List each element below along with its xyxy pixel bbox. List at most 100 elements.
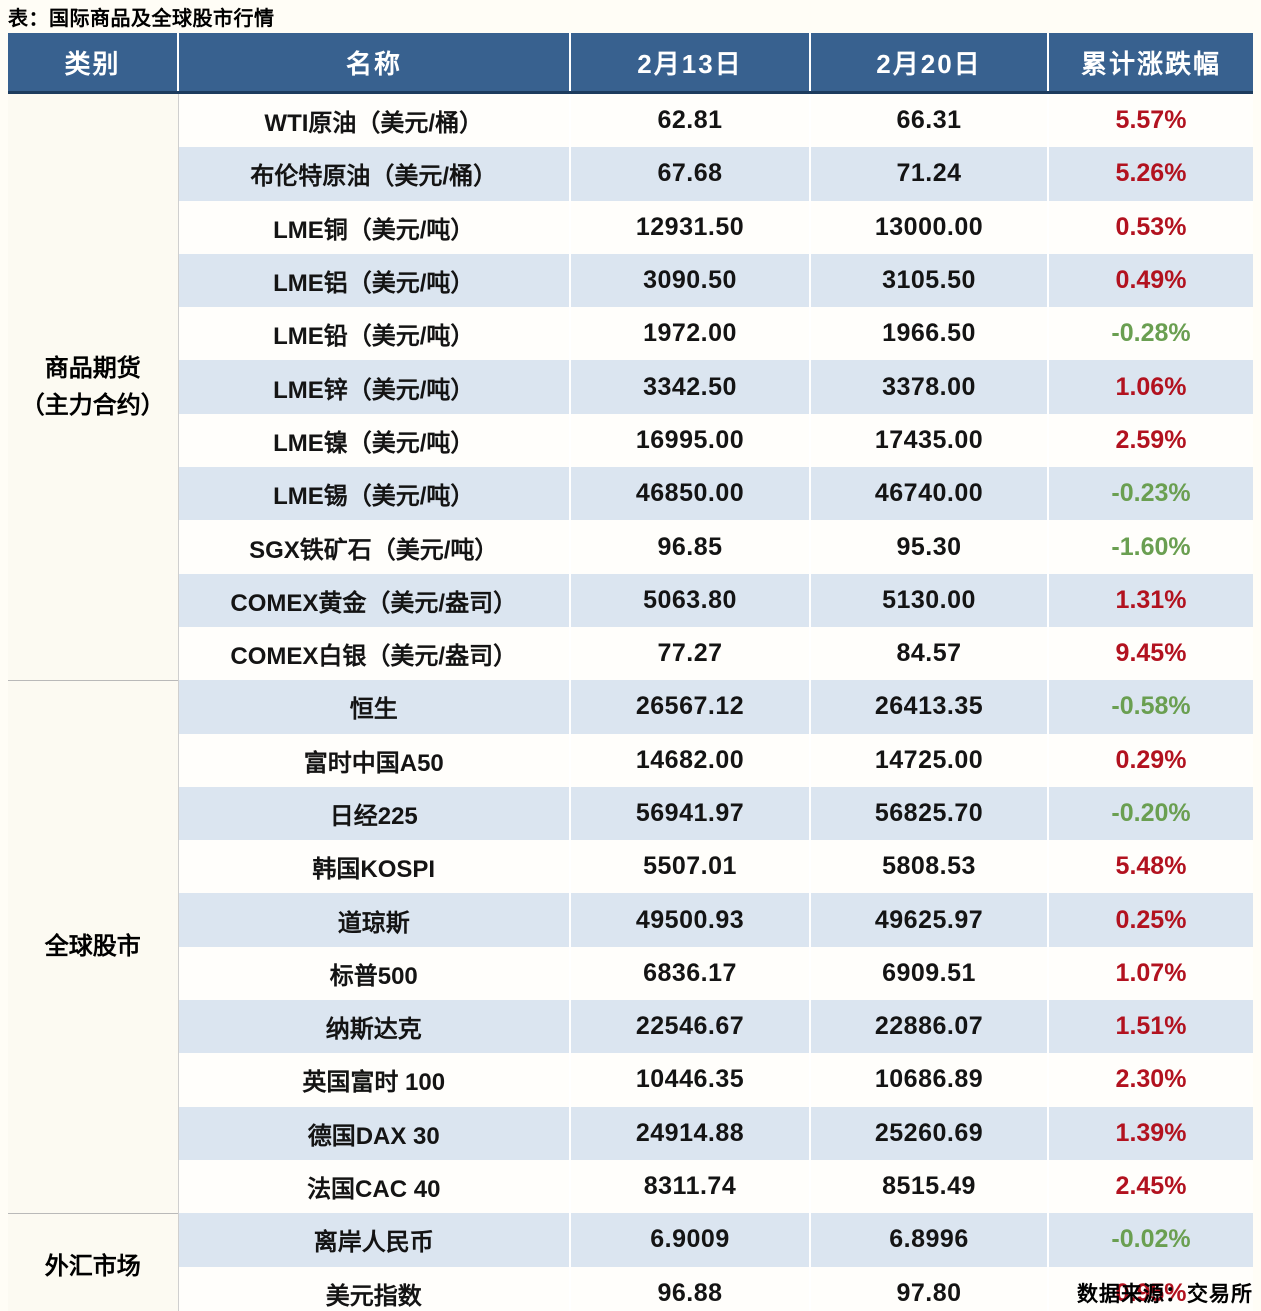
feb13-value-cell: 62.81 [569,92,810,148]
feb20-value-cell: 84.57 [809,626,1048,681]
figure-title: 表：国际商品及全球股市行情 [8,8,275,30]
feb20-value-cell: 6909.51 [809,946,1048,1001]
header-name: 名称 [177,33,570,93]
category-cell: 商品期货 （主力合约） [8,92,178,681]
table-row: COMEX白银（美元/盎司） 77.27 84.57 9.45% [8,626,1253,681]
table-row: 德国DAX 30 24914.88 25260.69 1.39% [8,1106,1253,1160]
feb20-value-cell: 10686.89 [809,1053,1048,1107]
feb13-value-cell: 24914.88 [569,1106,810,1160]
name-cell: 恒生 [177,680,570,734]
feb20-value-cell: 25260.69 [809,1106,1048,1160]
change-percent-cell: -0.23% [1047,467,1253,521]
header-feb20: 2月20日 [809,33,1048,93]
table-row: LME铅（美元/吨） 1972.00 1966.50 -0.28% [8,307,1253,361]
header-category: 类别 [8,33,178,93]
table-row: 英国富时 100 10446.35 10686.89 2.30% [8,1053,1253,1107]
name-cell: 布伦特原油（美元/桶） [177,147,570,201]
feb20-value-cell: 13000.00 [809,200,1048,254]
header-feb13: 2月13日 [569,33,810,93]
feb13-value-cell: 77.27 [569,626,810,681]
table-row: 全球股市 恒生 26567.12 26413.35 -0.58% [8,679,1253,1214]
feb20-value-cell: 3105.50 [809,253,1048,308]
change-percent-cell: 0.29% [1047,733,1253,787]
feb20-value-cell: 1966.50 [809,307,1048,361]
name-cell: 德国DAX 30 [177,1106,570,1160]
name-cell: LME铅（美元/吨） [177,307,570,361]
change-percent-cell: 1.39% [1047,1106,1253,1160]
change-percent-cell: 9.45% [1047,626,1253,681]
name-cell: 美元指数 [177,1266,570,1311]
change-percent-cell: 1.31% [1047,573,1253,627]
table-header: 类别 名称 2月13日 2月20日 累计涨跌幅 [8,33,1253,93]
name-cell: 富时中国A50 [177,733,570,787]
feb20-value-cell: 22886.07 [809,1000,1048,1054]
name-cell: COMEX白银（美元/盎司） [177,626,570,681]
table-row: 韩国KOSPI 5507.01 5808.53 5.48% [8,840,1253,894]
feb20-value-cell: 14725.00 [809,733,1048,787]
feb13-value-cell: 10446.35 [569,1053,810,1107]
feb13-value-cell: 6.9009 [569,1213,810,1267]
name-cell: 道琼斯 [177,893,570,947]
name-cell: 纳斯达克 [177,1000,570,1054]
name-cell: SGX铁矿石（美元/吨） [177,520,570,574]
name-cell: LME铜（美元/吨） [177,200,570,254]
change-percent-cell: 1.51% [1047,1000,1253,1054]
name-cell: 标普500 [177,946,570,1001]
change-percent-cell: 0.53% [1047,200,1253,254]
feb13-value-cell: 3342.50 [569,360,810,414]
table-row: LME锌（美元/吨） 3342.50 3378.00 1.06% [8,360,1253,414]
feb20-value-cell: 56825.70 [809,786,1048,841]
change-percent-cell: 0.49% [1047,253,1253,308]
feb13-value-cell: 6836.17 [569,946,810,1001]
feb13-value-cell: 49500.93 [569,893,810,947]
feb13-value-cell: 5063.80 [569,573,810,627]
table-row: 标普500 6836.17 6909.51 1.07% [8,946,1253,1001]
name-cell: 英国富时 100 [177,1053,570,1107]
header-row: 类别 名称 2月13日 2月20日 累计涨跌幅 [8,33,1253,93]
feb20-value-cell: 97.80 [809,1266,1048,1311]
name-cell: WTI原油（美元/桶） [177,92,570,148]
table-row: 日经225 56941.97 56825.70 -0.20% [8,786,1253,841]
feb13-value-cell: 67.68 [569,147,810,201]
feb20-value-cell: 8515.49 [809,1159,1048,1214]
table-row: COMEX黄金（美元/盎司） 5063.80 5130.00 1.31% [8,573,1253,627]
feb20-value-cell: 17435.00 [809,413,1048,468]
change-percent-cell: 5.48% [1047,840,1253,894]
feb20-value-cell: 46740.00 [809,467,1048,521]
table-row: LME镍（美元/吨） 16995.00 17435.00 2.59% [8,413,1253,468]
feb20-value-cell: 49625.97 [809,893,1048,947]
change-percent-cell: 2.30% [1047,1053,1253,1107]
table-row: 外汇市场 离岸人民币 6.9009 6.8996 -0.02% [8,1212,1253,1311]
feb13-value-cell: 96.88 [569,1266,810,1311]
feb20-value-cell: 6.8996 [809,1213,1048,1267]
feb20-value-cell: 66.31 [809,92,1048,148]
name-cell: COMEX黄金（美元/盎司） [177,573,570,627]
change-percent-cell: 5.26% [1047,147,1253,201]
name-cell: LME锡（美元/吨） [177,467,570,521]
feb20-value-cell: 5808.53 [809,840,1048,894]
change-percent-cell: 2.59% [1047,413,1253,468]
table-row: 法国CAC 40 8311.74 8515.49 2.45% [8,1159,1253,1214]
feb13-value-cell: 12931.50 [569,200,810,254]
change-percent-cell: 0.25% [1047,893,1253,947]
change-percent-cell: -1.60% [1047,520,1253,574]
table-row: 纳斯达克 22546.67 22886.07 1.51% [8,1000,1253,1054]
change-percent-cell: -0.20% [1047,786,1253,841]
change-percent-cell: -0.02% [1047,1213,1253,1267]
table-row: 美元指数 96.88 97.80 0.95% [8,1266,1253,1311]
change-percent-cell: 1.07% [1047,946,1253,1001]
change-percent-cell: 0.95% [1047,1266,1253,1311]
name-cell: 离岸人民币 [177,1213,570,1267]
change-percent-cell: 5.57% [1047,92,1253,148]
table-row: 布伦特原油（美元/桶） 67.68 71.24 5.26% [8,147,1253,201]
name-cell: LME镍（美元/吨） [177,413,570,468]
change-percent-cell: 2.45% [1047,1159,1253,1214]
feb20-value-cell: 3378.00 [809,360,1048,414]
table-row: LME锡（美元/吨） 46850.00 46740.00 -0.23% [8,467,1253,521]
feb13-value-cell: 5507.01 [569,840,810,894]
name-cell: 法国CAC 40 [177,1159,570,1214]
name-cell: 日经225 [177,786,570,841]
table-row: 商品期货 （主力合约） WTI原油（美元/桶） 62.81 66.31 5.57% [8,92,1253,681]
feb13-value-cell: 14682.00 [569,733,810,787]
